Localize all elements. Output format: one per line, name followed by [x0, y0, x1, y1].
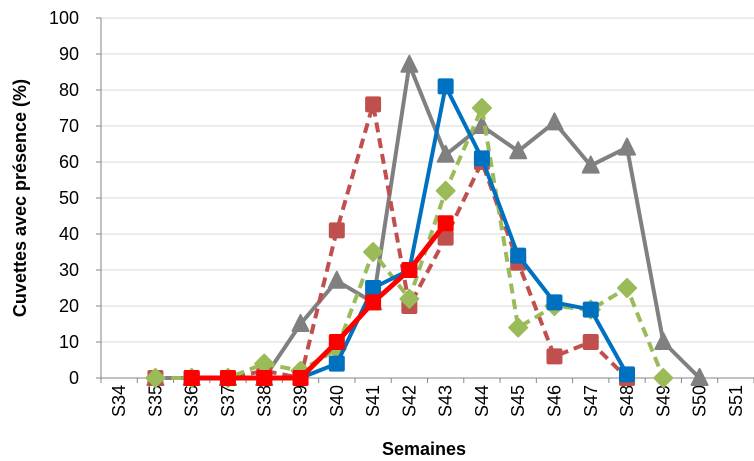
y-axis-title: Cuvettes avec présence (%) — [10, 79, 30, 317]
y-tick-label: 30 — [59, 260, 79, 280]
data-point — [436, 144, 455, 163]
data-point — [690, 368, 709, 386]
data-point — [328, 334, 345, 350]
data-point — [400, 54, 419, 73]
series-line — [155, 62, 701, 380]
data-point — [327, 270, 346, 289]
data-point — [219, 370, 236, 386]
x-tick-label: S51 — [726, 385, 746, 417]
data-point — [654, 332, 673, 350]
series-5 — [183, 215, 454, 386]
data-point — [363, 242, 384, 262]
data-point — [509, 141, 528, 160]
data-point — [581, 155, 600, 174]
data-point — [435, 180, 456, 201]
data-point — [545, 112, 564, 131]
data-point — [508, 317, 529, 338]
data-point — [183, 370, 200, 386]
y-tick-label: 80 — [59, 80, 79, 100]
x-tick-label: S43 — [436, 385, 456, 417]
series-line — [155, 102, 629, 380]
data-point — [145, 368, 166, 388]
data-point — [365, 294, 382, 311]
x-tick-labels: S34 S35 S36 S37 S38 S39 S40 S41 S42 S43 S44 S45 S46 S… — [109, 385, 746, 417]
data-point — [619, 366, 636, 383]
x-tick-label: S45 — [508, 385, 528, 417]
series-2 — [147, 96, 636, 386]
y-tick-label: 40 — [59, 224, 79, 244]
y-tick-label: 70 — [59, 116, 79, 136]
data-point — [437, 215, 454, 232]
y-tick-label: 100 — [49, 8, 79, 28]
series-4 — [183, 78, 636, 386]
x-tick-label: S39 — [291, 385, 311, 417]
data-point — [365, 96, 382, 113]
y-tick-label: 20 — [59, 296, 79, 316]
x-tick-label: S50 — [690, 385, 710, 417]
data-point — [653, 368, 674, 388]
data-point — [546, 294, 563, 311]
data-point — [582, 301, 599, 318]
x-tick-label: S48 — [617, 385, 637, 417]
y-tick-labels: 0 10 20 30 40 50 60 70 80 90 100 — [49, 8, 79, 388]
data-point — [437, 229, 454, 246]
data-point — [328, 222, 345, 239]
x-tick-label: S40 — [327, 385, 347, 417]
data-point — [437, 78, 454, 95]
y-tick-label: 60 — [59, 152, 79, 172]
data-point — [399, 288, 420, 309]
data-point — [291, 314, 310, 332]
data-point — [471, 98, 492, 118]
y-tick-label: 10 — [59, 332, 79, 352]
data-point — [510, 247, 527, 264]
data-point — [546, 348, 563, 365]
x-tick-label: S37 — [218, 385, 238, 417]
x-axis-title: Semaines — [382, 439, 466, 459]
y-tick-label: 90 — [59, 44, 79, 64]
y-tick-label: 0 — [69, 368, 79, 388]
x-tick-label: S35 — [145, 385, 165, 417]
data-point — [473, 150, 490, 167]
data-point — [582, 334, 599, 350]
data-point — [256, 370, 273, 386]
data-point — [617, 278, 638, 298]
data-point — [618, 137, 637, 156]
y-tick-label: 50 — [59, 188, 79, 208]
x-tick-label: S41 — [363, 385, 383, 417]
x-tick-label: S42 — [399, 385, 419, 417]
x-tick-label: S34 — [109, 385, 129, 417]
x-tick-label: S44 — [472, 385, 492, 417]
x-tick-label: S49 — [653, 385, 673, 417]
data-point — [292, 370, 309, 386]
data-point — [365, 280, 382, 296]
series-1 — [146, 54, 709, 386]
data-point — [328, 355, 345, 372]
x-tick-label: S38 — [254, 385, 274, 417]
x-tick-label: S47 — [581, 385, 601, 417]
data-point — [401, 262, 418, 278]
x-tick-label: S36 — [182, 385, 202, 417]
x-tick-label: S46 — [544, 385, 564, 417]
series-group — [145, 54, 709, 388]
